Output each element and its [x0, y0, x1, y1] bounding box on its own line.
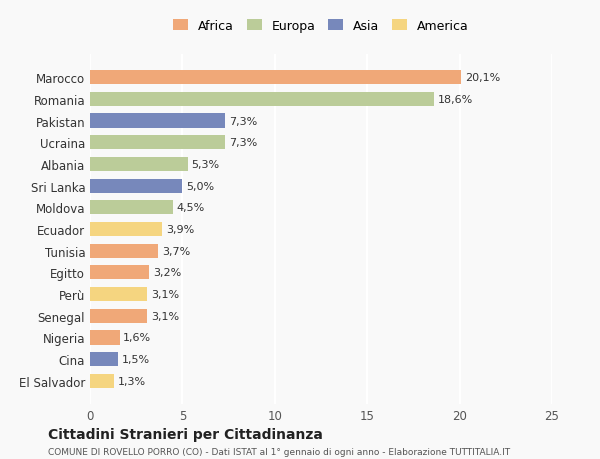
- Bar: [90, 114, 225, 129]
- Bar: [90, 330, 119, 345]
- Text: 5,0%: 5,0%: [186, 181, 214, 191]
- Bar: [90, 157, 188, 172]
- Bar: [90, 374, 114, 388]
- Bar: [90, 179, 182, 193]
- Text: 7,3%: 7,3%: [229, 138, 257, 148]
- Text: Cittadini Stranieri per Cittadinanza: Cittadini Stranieri per Cittadinanza: [48, 427, 323, 442]
- Text: 3,1%: 3,1%: [151, 290, 179, 299]
- Text: 3,1%: 3,1%: [151, 311, 179, 321]
- Bar: [90, 136, 225, 150]
- Text: 20,1%: 20,1%: [465, 73, 500, 83]
- Text: COMUNE DI ROVELLO PORRO (CO) - Dati ISTAT al 1° gennaio di ogni anno - Elaborazi: COMUNE DI ROVELLO PORRO (CO) - Dati ISTA…: [48, 448, 510, 456]
- Text: 1,3%: 1,3%: [118, 376, 146, 386]
- Text: 3,9%: 3,9%: [166, 224, 194, 235]
- Bar: [90, 353, 118, 366]
- Text: 3,2%: 3,2%: [153, 268, 181, 278]
- Bar: [90, 309, 147, 323]
- Text: 3,7%: 3,7%: [162, 246, 190, 256]
- Text: 5,3%: 5,3%: [191, 160, 220, 169]
- Text: 1,5%: 1,5%: [121, 354, 149, 364]
- Legend: Africa, Europa, Asia, America: Africa, Europa, Asia, America: [170, 16, 472, 36]
- Bar: [90, 223, 162, 236]
- Bar: [90, 287, 147, 302]
- Text: 1,6%: 1,6%: [123, 333, 151, 343]
- Bar: [90, 266, 149, 280]
- Bar: [90, 201, 173, 215]
- Bar: [90, 244, 158, 258]
- Text: 4,5%: 4,5%: [177, 203, 205, 213]
- Text: 7,3%: 7,3%: [229, 116, 257, 126]
- Text: 18,6%: 18,6%: [437, 95, 473, 105]
- Bar: [90, 93, 434, 106]
- Bar: [90, 71, 461, 85]
